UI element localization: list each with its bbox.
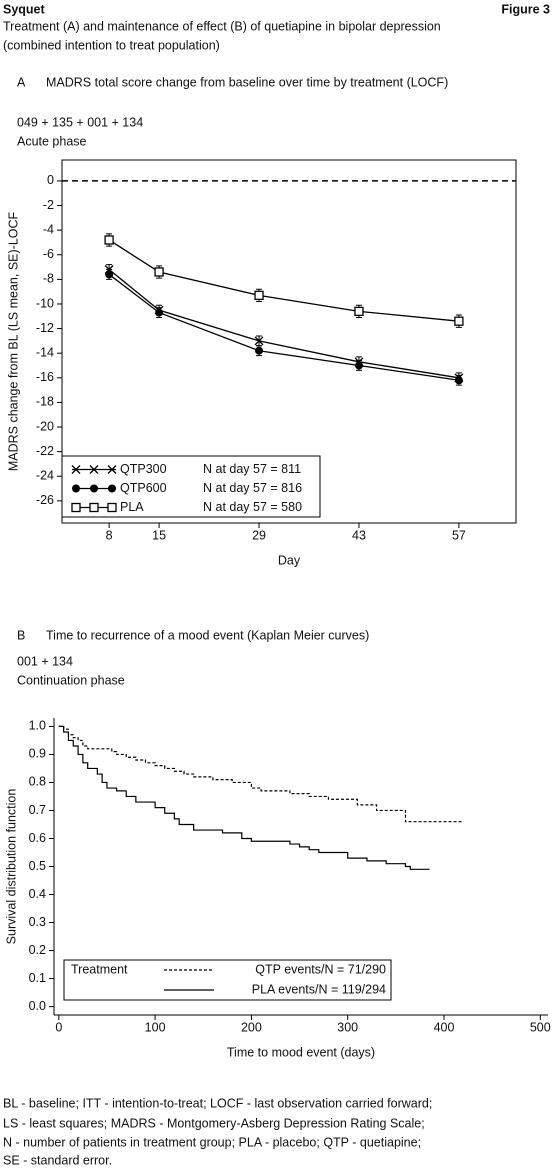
marker bbox=[105, 270, 114, 279]
survival-curve bbox=[58, 725, 464, 823]
series-line bbox=[108, 269, 459, 379]
y-axis-label: MADRS change from BL (LS mean, SE)-LOCF bbox=[6, 211, 20, 471]
y-tick-label: 0.1 bbox=[29, 971, 46, 985]
legend-label: PLA bbox=[120, 500, 144, 514]
figure-title: (combined intention to treat population) bbox=[3, 38, 220, 52]
legend-marker bbox=[89, 465, 99, 474]
y-tick-label: -12 bbox=[36, 321, 54, 335]
legend-title: Treatment bbox=[71, 962, 128, 976]
y-tick-label: 0.8 bbox=[29, 775, 46, 789]
chart-title: Time to recurrence of a mood event (Kapl… bbox=[46, 628, 369, 642]
y-axis-label: Survival distribution function bbox=[4, 789, 18, 945]
header-right: Figure 3 bbox=[501, 2, 550, 16]
x-tick-label: 200 bbox=[241, 1020, 262, 1034]
legend-label: QTP300 bbox=[120, 462, 167, 476]
y-tick-label: -6 bbox=[43, 247, 54, 261]
x-tick-label: 15 bbox=[152, 528, 166, 542]
series-line bbox=[108, 239, 459, 322]
marker bbox=[155, 308, 164, 317]
x-tick-label: 8 bbox=[106, 528, 113, 542]
x-tick-label: 0 bbox=[55, 1020, 62, 1034]
footnote: N - number of patients in treatment grou… bbox=[3, 1135, 421, 1149]
x-tick-label: 500 bbox=[530, 1020, 551, 1034]
legend-marker bbox=[72, 484, 80, 493]
y-tick-label: 0.3 bbox=[29, 915, 46, 929]
marker bbox=[354, 361, 363, 370]
marker bbox=[354, 306, 364, 317]
y-tick-label: 0.2 bbox=[29, 943, 46, 957]
study-codes: 049 + 135 + 001 + 134 bbox=[17, 115, 143, 129]
panel-label: A bbox=[17, 75, 26, 89]
legend-marker bbox=[71, 465, 81, 474]
y-tick-label: -18 bbox=[36, 395, 54, 409]
y-tick-label: -26 bbox=[36, 493, 54, 507]
legend-marker bbox=[90, 484, 98, 493]
legend-box bbox=[61, 455, 321, 518]
marker bbox=[255, 346, 264, 355]
x-axis-label: Day bbox=[278, 553, 301, 567]
y-tick-label: -2 bbox=[43, 198, 54, 212]
footnote: BL - baseline; ITT - intention-to-treat;… bbox=[3, 1096, 432, 1110]
legend-label: QTP events/N = 71/290 bbox=[255, 962, 386, 976]
legend-marker bbox=[107, 502, 117, 513]
phase: Acute phase bbox=[17, 134, 87, 148]
x-tick-label: 29 bbox=[252, 528, 266, 542]
panel-label: B bbox=[17, 628, 25, 642]
legend-marker bbox=[107, 465, 117, 474]
x-tick-label: 57 bbox=[452, 528, 466, 542]
legend-annotation: N at day 57 = 580 bbox=[203, 500, 302, 514]
marker bbox=[454, 316, 464, 326]
y-tick-label: 0.5 bbox=[29, 859, 46, 873]
legend-marker bbox=[108, 484, 116, 493]
phase: Continuation phase bbox=[17, 673, 125, 687]
series-line bbox=[108, 273, 459, 381]
y-tick-label: -22 bbox=[36, 444, 54, 458]
marker bbox=[154, 267, 164, 277]
marker bbox=[254, 290, 264, 301]
header-left: Syquet bbox=[3, 2, 46, 16]
plot-frame bbox=[61, 159, 517, 524]
x-axis-label: Time to mood event (days) bbox=[227, 1045, 375, 1059]
chart-title: MADRS total score change from baseline o… bbox=[46, 75, 448, 89]
legend-annotation: N at day 57 = 816 bbox=[203, 481, 302, 495]
y-tick-label: -8 bbox=[43, 272, 54, 286]
figure-title: Treatment (A) and maintenance of effect … bbox=[3, 19, 441, 33]
y-tick-label: 0.0 bbox=[29, 999, 46, 1013]
y-tick-label: 0 bbox=[47, 173, 54, 187]
marker bbox=[254, 336, 264, 346]
marker bbox=[104, 235, 114, 245]
legend-label: PLA events/N = 119/294 bbox=[252, 982, 386, 996]
legend-marker bbox=[71, 502, 81, 513]
y-tick-label: 0.9 bbox=[29, 747, 46, 761]
survival-curve bbox=[58, 725, 430, 870]
y-tick-label: -16 bbox=[36, 370, 54, 384]
y-tick-label: -4 bbox=[43, 222, 54, 236]
marker bbox=[454, 376, 463, 385]
footnote: LS - least squares; MADRS - Montgomery-A… bbox=[3, 1116, 425, 1130]
legend-label: QTP600 bbox=[120, 481, 167, 495]
y-tick-label: -10 bbox=[36, 296, 54, 310]
y-tick-label: 0.4 bbox=[29, 887, 46, 901]
x-tick-label: 300 bbox=[337, 1020, 358, 1034]
study-codes: 001 + 134 bbox=[17, 654, 73, 668]
legend-box bbox=[63, 959, 392, 1001]
y-tick-label: -24 bbox=[36, 469, 54, 483]
footnote: SE - standard error. bbox=[3, 1153, 112, 1167]
x-tick-label: 100 bbox=[145, 1020, 166, 1034]
legend-marker bbox=[89, 502, 99, 513]
y-tick-label: -20 bbox=[36, 419, 54, 433]
x-tick-label: 400 bbox=[434, 1020, 455, 1034]
y-tick-label: -14 bbox=[36, 345, 54, 359]
legend-annotation: N at day 57 = 811 bbox=[203, 462, 301, 476]
y-tick-label: 0.6 bbox=[29, 831, 46, 845]
y-tick-label: 1.0 bbox=[29, 719, 46, 733]
y-tick-label: 0.7 bbox=[29, 803, 46, 817]
x-tick-label: 43 bbox=[352, 528, 366, 542]
